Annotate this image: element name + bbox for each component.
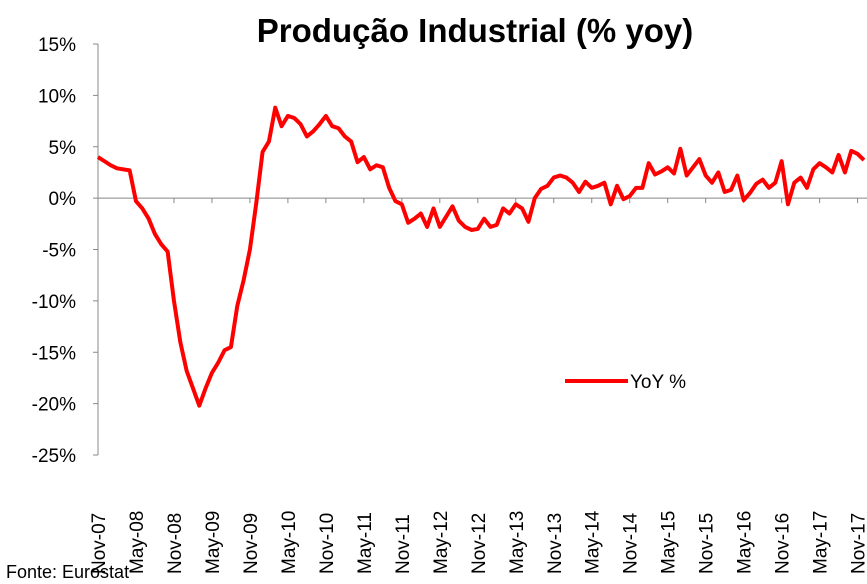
data-line bbox=[96, 105, 866, 408]
x-tick-label: Nov-11 bbox=[393, 514, 414, 574]
x-tick-label: Nov-07 bbox=[89, 513, 110, 574]
chart-title: Produção Industrial (% yoy) bbox=[257, 12, 693, 49]
x-tick-label: Nov-10 bbox=[317, 513, 338, 574]
legend-label: YoY % bbox=[630, 372, 686, 393]
x-tick-label: May-08 bbox=[127, 511, 148, 574]
y-tick-label: 0% bbox=[49, 189, 77, 210]
x-tick-label: May-15 bbox=[659, 511, 680, 574]
y-tick-label: -20% bbox=[32, 395, 76, 416]
x-tick-label: Nov-15 bbox=[697, 513, 718, 574]
x-tick-label: Nov-17 bbox=[849, 513, 867, 574]
x-tick-label: May-12 bbox=[431, 511, 452, 574]
y-tick-label: -5% bbox=[42, 241, 76, 262]
x-tick-label: Nov-13 bbox=[545, 513, 566, 574]
x-tick-label: Nov-09 bbox=[241, 513, 262, 574]
source-note: Fonte: Eurostat bbox=[6, 562, 129, 582]
x-tick-label: Nov-14 bbox=[621, 512, 642, 574]
x-tick-label: May-09 bbox=[203, 511, 224, 574]
x-tick-label: May-17 bbox=[811, 511, 832, 574]
x-tick-label: May-10 bbox=[279, 511, 300, 574]
x-tick-label: May-11 bbox=[355, 512, 376, 574]
y-tick-label: 10% bbox=[38, 86, 76, 107]
y-tick-label: -15% bbox=[32, 343, 76, 364]
y-tick-label: -25% bbox=[32, 446, 76, 467]
y-tick-label: 15% bbox=[38, 35, 76, 56]
x-tick-label: Nov-08 bbox=[165, 513, 186, 574]
x-tick-label: Nov-16 bbox=[773, 513, 794, 574]
x-tick-label: May-13 bbox=[507, 511, 528, 574]
x-tick-label: May-16 bbox=[735, 511, 756, 574]
y-tick-label: -10% bbox=[32, 292, 76, 313]
x-tick-label: Nov-12 bbox=[469, 513, 490, 574]
y-tick-label: 5% bbox=[49, 138, 77, 159]
x-tick-label: May-14 bbox=[583, 510, 604, 574]
